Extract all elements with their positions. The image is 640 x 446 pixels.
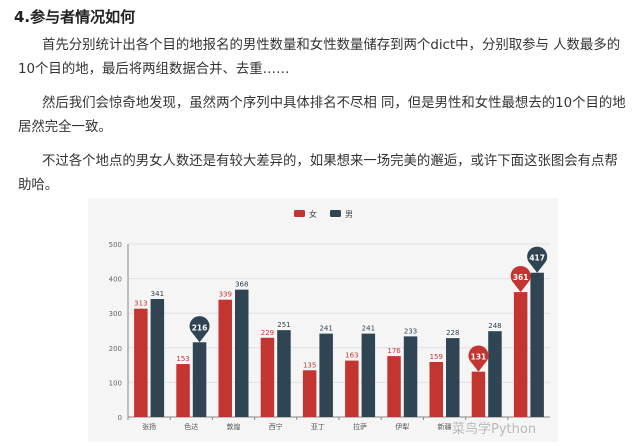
x-tick-label: 新疆 <box>438 422 452 431</box>
y-tick-label: 400 <box>109 276 122 284</box>
y-tick-label: 0 <box>118 414 122 422</box>
legend-label: 男 <box>345 210 353 219</box>
bar-female <box>513 292 528 417</box>
y-tick-label: 200 <box>109 345 122 353</box>
bar-male <box>446 338 460 417</box>
bar-value-label: 339 <box>219 291 232 299</box>
bar-female <box>429 361 443 417</box>
marker-label: 417 <box>529 254 545 263</box>
bar-value-label: 241 <box>362 325 375 333</box>
bar-female <box>471 371 486 417</box>
bar-value-label: 163 <box>345 352 358 360</box>
marker-pin <box>468 345 489 372</box>
marker-pin <box>510 265 531 293</box>
bar-value-label: 341 <box>151 290 164 298</box>
x-tick-label: 敦煌 <box>227 422 241 431</box>
bar-value-label: 153 <box>176 355 189 363</box>
bar-female <box>176 364 190 417</box>
bar-female <box>302 370 317 417</box>
marker-pin <box>527 246 548 273</box>
x-tick-label: 色达 <box>184 422 198 431</box>
x-tick-label: 张扬 <box>142 422 156 431</box>
y-tick-label: 300 <box>109 310 122 318</box>
bar-male <box>192 342 207 417</box>
bar-female <box>260 337 275 417</box>
watermark-text: 菜鸟学Python <box>452 422 537 437</box>
bar-male <box>319 333 333 417</box>
x-tick-label: 西宁 <box>269 422 283 431</box>
bar-male <box>530 272 544 417</box>
bar-chart-figure: 0 100 200 300 400 500 女 男 313 341 张扬 153 色达 339 368 敦煌 2… <box>88 198 558 442</box>
legend-label: 女 <box>309 209 317 219</box>
bar-value-label: 313 <box>134 300 147 308</box>
marker-pin <box>189 316 210 343</box>
bar-value-label: 135 <box>303 361 316 369</box>
bar-value-label: 241 <box>319 325 332 333</box>
paragraph-3: 不过各个地点的男女人数还是有较大差异的，如果想来一场完美的邂逅，或许下面这张图会… <box>18 154 618 193</box>
bar-value-label: 176 <box>387 347 401 355</box>
bar-male <box>403 336 418 417</box>
bar-female <box>345 360 359 417</box>
marker-label: 216 <box>192 323 208 332</box>
legend-swatch <box>330 210 341 217</box>
bar-value-label: 159 <box>430 353 443 361</box>
bar-male <box>150 299 165 417</box>
x-tick-label: 伊犁 <box>395 422 409 431</box>
marker-label: 131 <box>471 353 487 362</box>
y-tick-label: 500 <box>109 241 122 249</box>
y-tick-label: 100 <box>109 379 122 387</box>
x-tick-label: 亚丁 <box>311 423 325 431</box>
bar-value-label: 229 <box>261 329 274 337</box>
paragraph-2: 然后我们会惊奇地发现，虽然两个序列中具体排名不尽相 同，但是男性和女性最想去的1… <box>18 96 626 135</box>
bar-female <box>218 299 232 417</box>
marker-label: 361 <box>513 273 529 282</box>
section-heading: 4.参与者情况如何 <box>14 8 136 26</box>
bar-value-label: 228 <box>446 329 459 337</box>
bar-male <box>277 330 291 417</box>
bar-value-label: 368 <box>235 281 248 289</box>
x-tick-label: 拉萨 <box>353 422 367 431</box>
bar-female <box>134 308 148 417</box>
bar-male <box>361 333 376 417</box>
bar-male <box>235 289 249 417</box>
bar-male <box>488 331 502 417</box>
bar-value-label: 251 <box>277 321 290 329</box>
legend-swatch <box>294 210 305 217</box>
bar-value-label: 248 <box>488 322 501 330</box>
bar-value-label: 233 <box>404 327 417 335</box>
paragraph-1: 首先分别统计出各个目的地报名的男性数量和女性数量储存到两个dict中，分别取参与… <box>18 38 621 77</box>
bar-female <box>387 356 401 417</box>
